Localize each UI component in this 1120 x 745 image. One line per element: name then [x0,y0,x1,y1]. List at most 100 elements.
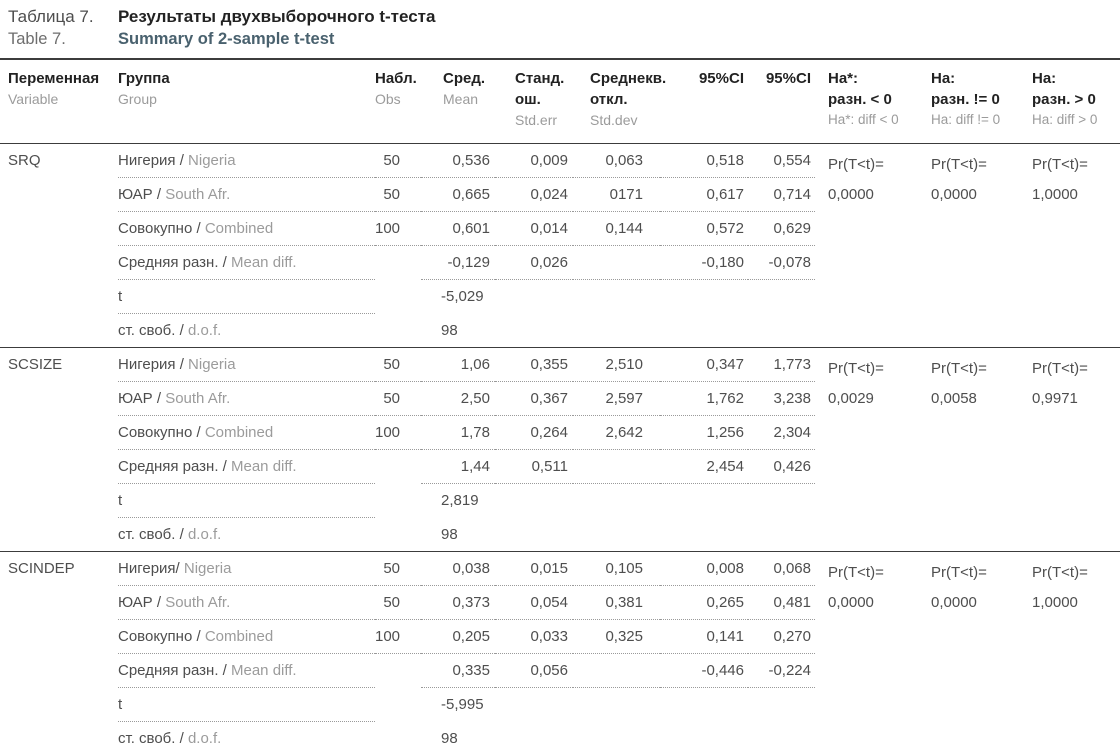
col-header-ci-high: 95%CI [748,58,815,144]
obs-value: 50 [375,177,421,212]
col-header-group: Группа Group [118,58,375,144]
table-row: Совокупно / Combined 100 1,78 0,264 2,64… [0,415,1120,450]
t-statistic-value: -5,995 [441,696,484,713]
group-label-ru: ст. своб. / [118,730,184,745]
group-label-ru: Совокупно / [118,628,201,645]
obs-value: 50 [375,143,421,178]
group-cell: Нигерия / Nigeria [118,143,375,178]
ci-high-value: 0,714 [748,177,815,212]
variable-block-scindep: SCINDEP Нигерия/ Nigeria 50 0,038 0,015 … [0,551,1120,745]
group-cell: t [118,279,375,314]
col-header-ha-diff-lt-0: На*: разн. < 0 На*: diff < 0 [815,58,915,144]
col-header-obs: Набл. Obs [375,58,421,144]
mean-value: 0,536 [421,143,495,178]
group-cell: t [118,483,375,518]
variable-name: SRQ [8,152,41,169]
col-header-stddev: Среднекв. откл. Std.dev [573,58,666,144]
stderr-value: 0,355 [495,347,573,382]
table-row: Средняя разн. / Mean diff. 1,44 0,511 2,… [0,449,1120,484]
caption-text-en: Summary of 2-sample t-test [118,30,335,48]
stderr-value: 0,033 [495,619,573,654]
stddev-value [573,245,660,280]
mean-value: -0,129 [421,245,495,280]
stddev-value: 0,381 [573,585,660,620]
pr-gt-cell: Pr(T<t)= 0,9971 [1016,347,1120,552]
ci-high-value: 1,773 [748,347,815,382]
ci-low-value: 0,518 [660,143,748,178]
mean-value: 0,373 [421,585,495,620]
group-cell: Совокупно / Combined [118,619,375,654]
stderr-value: 0,264 [495,415,573,450]
ci-high-value: 0,481 [748,585,815,620]
group-label-ru: t [118,492,123,509]
group-label-ru: t [118,288,123,305]
obs-value: 50 [375,381,421,416]
pr-lt-cell: Pr(T<t)= 0,0000 [815,551,915,745]
group-label-ru: Средняя разн. / [118,662,227,679]
group-label-ru: Нигерия / [118,152,184,169]
col-header-mean: Сред. Mean [421,58,495,144]
group-label-ru: ЮАР / [118,594,162,611]
ci-low-value: 0,008 [660,551,748,586]
ci-high-value: 2,304 [748,415,815,450]
group-cell: Нигерия / Nigeria [118,347,375,382]
ci-high-value: 0,629 [748,211,815,246]
group-label-en: Nigeria [188,356,236,373]
group-cell: ЮАР / South Afr. [118,585,375,620]
obs-value: 100 [375,211,421,246]
pr-ne-cell: Pr(T<t)= 0,0000 [931,156,987,203]
group-cell: ст. своб. / d.o.f. [118,314,375,348]
stddev-value: 0171 [573,177,660,212]
pr-lt-cell: Pr(T<t)= 0,0029 [815,347,915,552]
stderr-value: 0,511 [495,449,573,484]
group-label-en: South Afr. [165,186,231,203]
stderr-value: 0,054 [495,585,573,620]
stddev-value: 2,597 [573,381,660,416]
pr-gt-cell: Pr(T<t)= 1,0000 [1032,156,1088,203]
group-label-en: Mean diff. [231,662,297,679]
ci-high-value: 3,238 [748,381,815,416]
ci-high-value: 0,554 [748,143,815,178]
group-cell: Средняя разн. / Mean diff. [118,449,375,484]
group-label-en: Combined [204,424,274,441]
stderr-value: 0,015 [495,551,573,586]
mean-value: 2,50 [421,381,495,416]
group-label-en: Mean diff. [231,458,297,475]
group-label-en: South Afr. [165,390,231,407]
obs-value [375,246,421,280]
table-caption: Таблица 7. Результаты двухвыборочного t-… [0,0,1120,58]
caption-text-ru: Результаты двухвыборочного t-теста [118,7,436,26]
stddev-value: 0,105 [573,551,660,586]
group-cell: ЮАР / South Afr. [118,381,375,416]
table-row: SCINDEP Нигерия/ Nigeria 50 0,038 0,015 … [0,551,1120,745]
mean-value: 0,665 [421,177,495,212]
table-row: t -5,995 [0,687,1120,722]
stderr-value: 0,026 [495,245,573,280]
table-row: t 2,819 [0,483,1120,518]
stddev-value: 0,144 [573,211,660,246]
col-header-ci-low: 95%CI [660,58,748,144]
table-row: ЮАР / South Afr. 50 2,50 0,367 2,597 1,7… [0,381,1120,416]
obs-value: 100 [375,415,421,450]
stderr-value: 0,367 [495,381,573,416]
variable-block-srq: SRQ Нигерия / Nigeria 50 0,536 0,009 0,0… [0,143,1120,348]
ci-low-value: 2,454 [660,449,748,484]
group-label-en: Combined [204,220,274,237]
group-label-ru: t [118,696,123,713]
ci-high-value: -0,224 [748,653,815,688]
ci-low-value: -0,180 [660,245,748,280]
mean-value: 0,335 [421,653,495,688]
table-row: SRQ Нигерия / Nigeria 50 0,536 0,009 0,0… [0,143,1120,203]
group-label-en: d.o.f. [187,730,222,745]
stderr-value: 0,056 [495,653,573,688]
group-label-en: Nigeria [183,560,232,577]
ci-low-value: 0,141 [660,619,748,654]
group-cell: Средняя разн. / Mean diff. [118,245,375,280]
pr-ne-cell: Pr(T<t)= 0,0000 [915,551,1016,745]
table-row: Средняя разн. / Mean diff. -0,129 0,026 … [0,245,1120,280]
t-statistic-value: 2,819 [441,492,479,509]
ci-high-value: 0,068 [748,551,815,586]
group-label-en: Nigeria [188,152,236,169]
pr-lt-cell: Pr(T<t)= 0,0000 [828,156,884,203]
table-row: Совокупно / Combined 100 0,205 0,033 0,3… [0,619,1120,654]
